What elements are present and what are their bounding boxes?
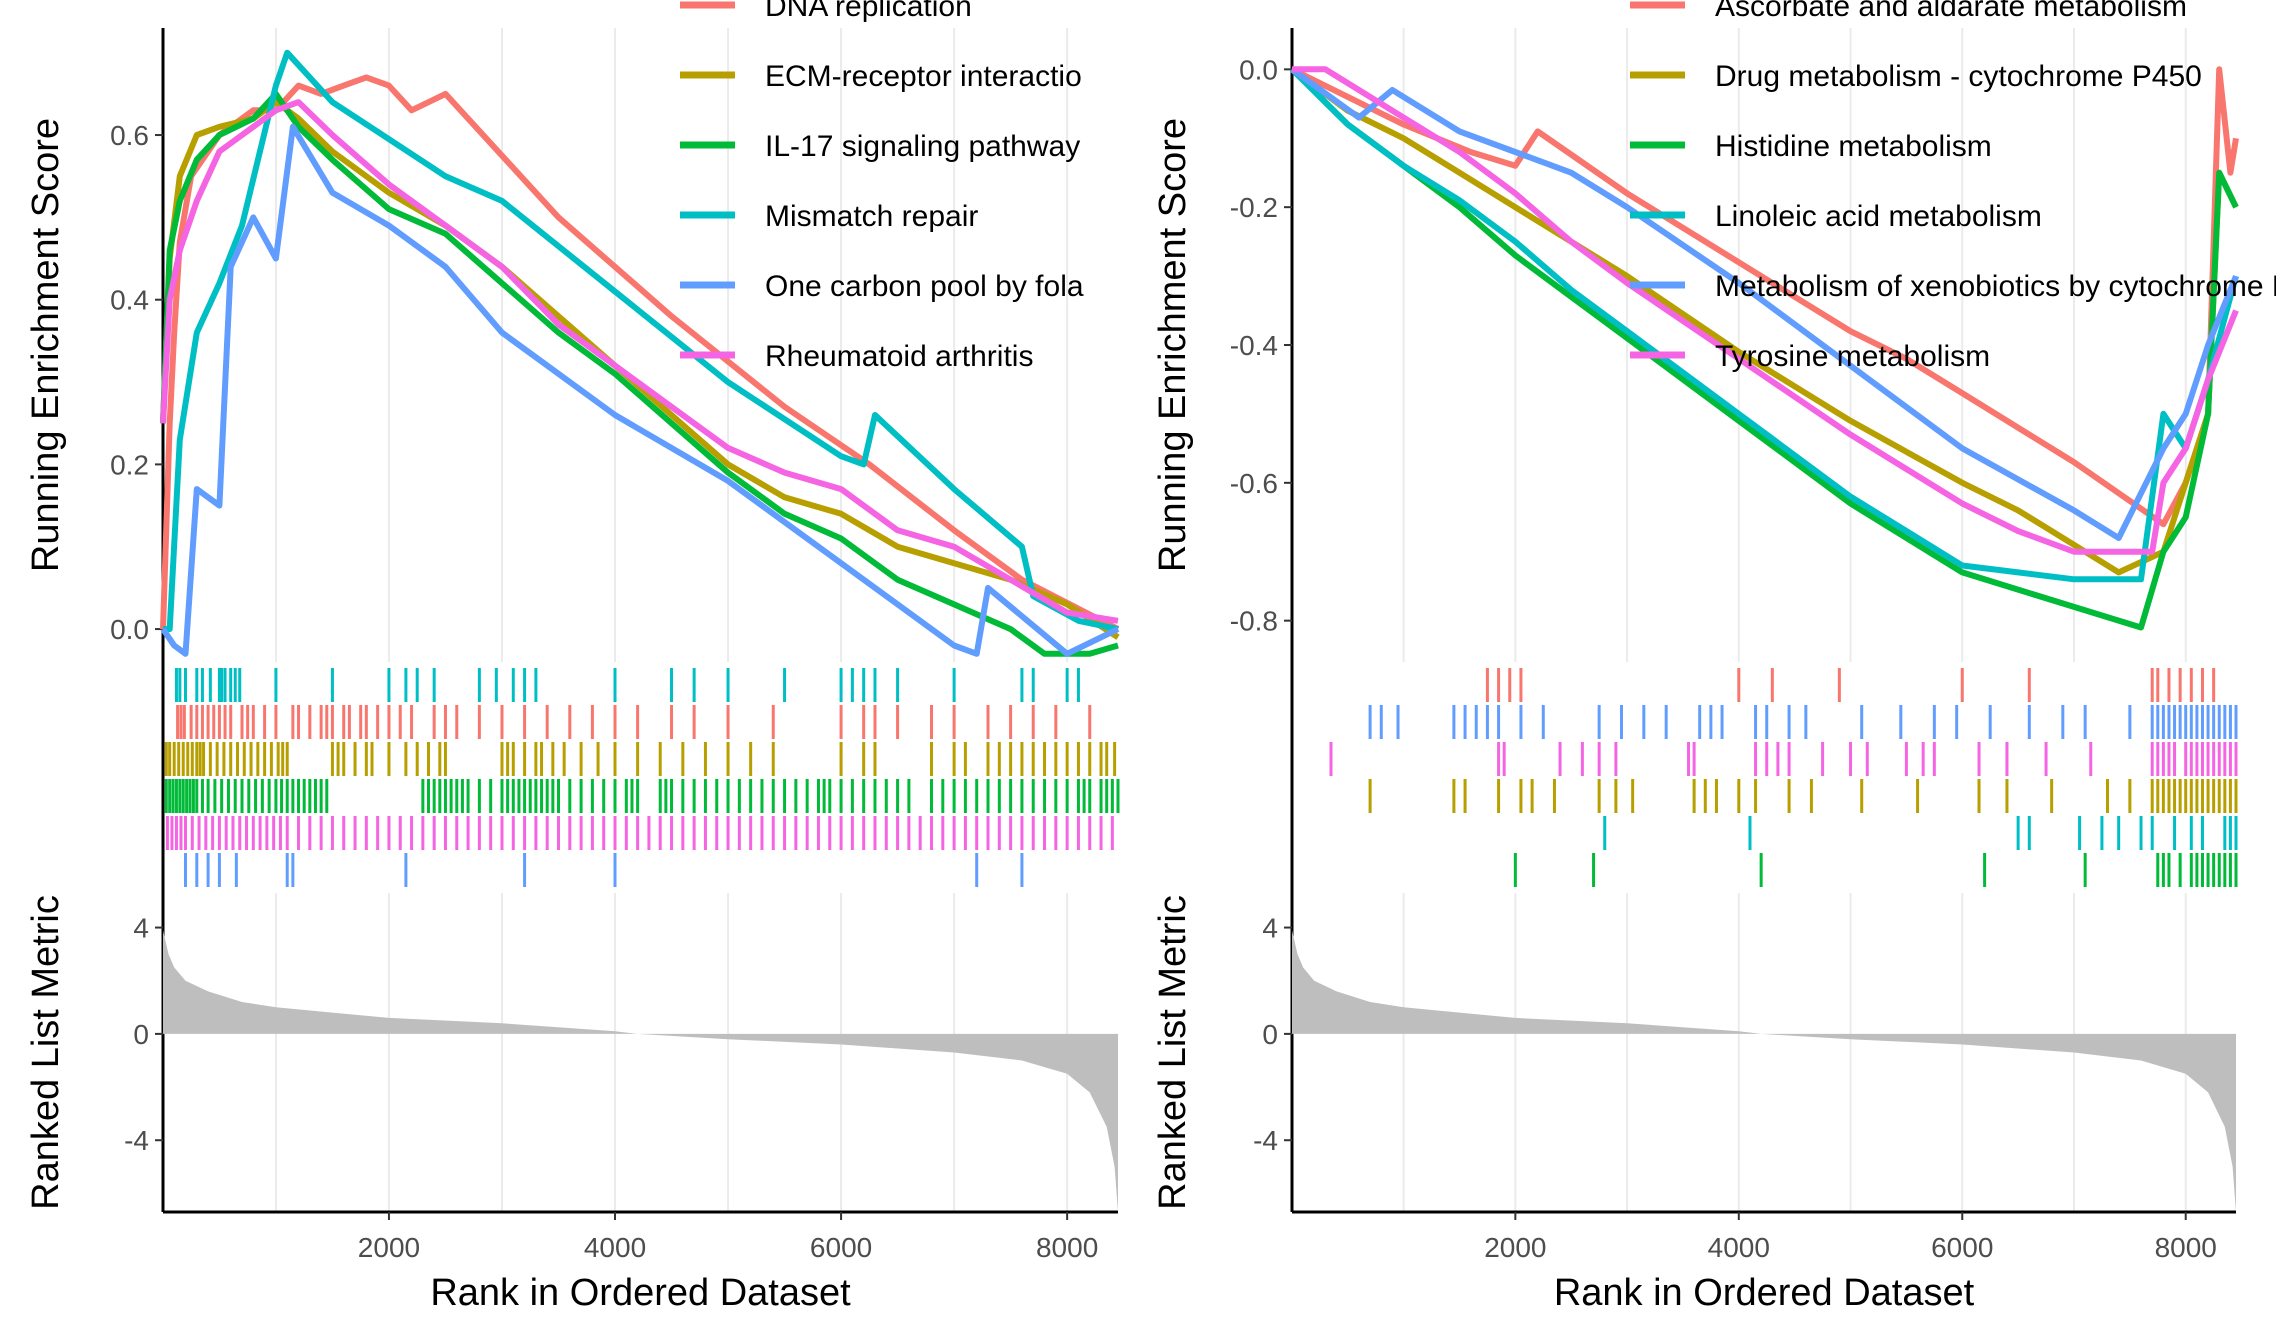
series-line	[160, 99, 1119, 624]
right-hit-marks	[1290, 662, 2238, 893]
series-line	[1290, 66, 2239, 576]
legend-label: Tyrosine metabolism	[1715, 340, 1990, 373]
x-tick-label: 6000	[810, 1232, 872, 1263]
ranked-metric-area	[1292, 930, 2236, 1212]
series-line	[1292, 66, 2239, 555]
legend-label: Linoleic acid metabolism	[1715, 200, 2042, 233]
y-tick-label: 0	[133, 1019, 149, 1050]
left-running-enrichment-score: 0.0 0.2 0.4 0.6 Running Enrichment Score DNA …	[25, 0, 1120, 662]
x-tick-label: 4000	[584, 1232, 646, 1263]
legend: Ascorbate and aldarate metabolism Drug me…	[1630, 0, 2276, 373]
y-tick-label: -0.6	[1230, 468, 1278, 499]
y-tick-label: 0.0	[1239, 54, 1278, 85]
x-axis-title: Rank in Ordered Dataset	[430, 1272, 851, 1314]
series-line	[163, 49, 1119, 633]
legend: DNA replication ECM-receptor interactio IL…	[680, 0, 1084, 373]
series-line	[160, 74, 1120, 632]
series-line	[1289, 67, 2239, 631]
ranked-metric-area	[163, 930, 1118, 1212]
panels: 0.0 0.2 0.4 0.6 Running Enrichment Score DNA …	[25, 0, 2276, 1314]
series-line	[1290, 66, 2239, 541]
right-running-enrichment-score: 0.0 -0.2 -0.4 -0.6 -0.8 Running Enrichment Sc…	[1152, 0, 2276, 662]
y-tick-label: 0.0	[110, 614, 149, 645]
y-tick-label: -4	[1253, 1125, 1278, 1156]
legend-label: Metabolism of xenobiotics by cytochrome …	[1715, 270, 2276, 303]
legend-label: IL-17 signaling pathway	[765, 130, 1080, 163]
x-tick-label: 2000	[358, 1232, 420, 1263]
y-tick-label: 0	[1262, 1019, 1278, 1050]
y-tick-label: -0.2	[1230, 192, 1278, 223]
legend-label: Histidine metabolism	[1715, 130, 1992, 163]
series-line	[160, 90, 1119, 657]
y-tick-label: 0.2	[110, 449, 149, 480]
legend-label: Mismatch repair	[765, 200, 978, 233]
series-line	[1289, 67, 2239, 583]
y-tick-label: 0.6	[110, 120, 149, 151]
legend-label: Rheumatoid arthritis	[765, 340, 1033, 373]
y-axis-title: Ranked List Metric	[25, 895, 67, 1210]
left-ranked-list-metric: 4 0 -4 Ranked List Metric 2000 4000 6000 8000 Ra…	[25, 893, 1118, 1314]
y-tick-label: 4	[1262, 913, 1278, 944]
series-line	[160, 123, 1120, 657]
y-axis-title: Running Enrichment Score	[25, 118, 67, 572]
left-hit-marks	[161, 662, 1120, 893]
x-tick-label: 4000	[1708, 1232, 1770, 1263]
y-tick-label: 0.4	[110, 285, 149, 316]
legend-label: DNA replication	[765, 0, 972, 23]
y-tick-label: -4	[124, 1125, 149, 1156]
legend-label: Drug metabolism - cytochrome P450	[1715, 60, 2202, 93]
legend-label: Ascorbate and aldarate metabolism	[1715, 0, 2187, 23]
legend-label: ECM-receptor interactio	[765, 60, 1082, 93]
x-tick-label: 8000	[1036, 1232, 1098, 1263]
right-ranked-list-metric: 4 0 -4 Ranked List Metric 2000 4000 6000 8000 Ra…	[1152, 893, 2236, 1314]
x-axis-title: Rank in Ordered Dataset	[1554, 1272, 1975, 1314]
x-tick-label: 6000	[1931, 1232, 1993, 1263]
y-tick-label: -0.4	[1230, 330, 1278, 361]
x-tick-label: 2000	[1484, 1232, 1546, 1263]
x-tick-label: 8000	[2155, 1232, 2217, 1263]
y-axis-title: Ranked List Metric	[1152, 895, 1194, 1210]
y-tick-label: -0.8	[1230, 606, 1278, 637]
legend-label: One carbon pool by fola	[765, 270, 1084, 303]
y-tick-label: 4	[133, 913, 149, 944]
y-axis-title: Running Enrichment Score	[1152, 118, 1194, 572]
